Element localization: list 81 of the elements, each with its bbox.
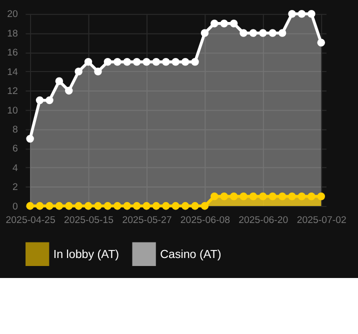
point bbox=[288, 192, 296, 200]
point bbox=[36, 202, 44, 210]
y-tick-label: 0 bbox=[12, 201, 19, 212]
point bbox=[191, 58, 199, 66]
point bbox=[114, 202, 122, 210]
y-tick-label: 2 bbox=[12, 182, 18, 194]
point bbox=[94, 202, 102, 210]
point bbox=[220, 20, 228, 28]
y-tick-label: 4 bbox=[12, 162, 19, 174]
point bbox=[200, 202, 209, 210]
point bbox=[152, 202, 160, 210]
point bbox=[181, 58, 190, 66]
point bbox=[26, 134, 34, 143]
y-tick-label: 14 bbox=[7, 66, 19, 78]
point bbox=[65, 86, 73, 95]
x-tick-label: 2025-04-25 bbox=[6, 214, 56, 226]
point bbox=[268, 192, 277, 200]
point bbox=[84, 202, 92, 210]
point bbox=[298, 10, 306, 18]
y-tick-label: 8 bbox=[12, 124, 18, 136]
point bbox=[230, 20, 238, 28]
point bbox=[142, 58, 150, 66]
point bbox=[191, 202, 199, 210]
point bbox=[74, 68, 82, 76]
point bbox=[152, 58, 160, 66]
x-tick-label: 2025-06-20 bbox=[238, 214, 289, 226]
point bbox=[36, 96, 44, 104]
point bbox=[317, 192, 326, 200]
point bbox=[288, 10, 296, 18]
y-tick-label: 20 bbox=[7, 9, 19, 20]
y-tick-label: 18 bbox=[7, 28, 18, 40]
point bbox=[162, 58, 170, 66]
point bbox=[210, 192, 218, 200]
point bbox=[46, 202, 54, 210]
point bbox=[278, 192, 286, 200]
point bbox=[278, 29, 286, 37]
point bbox=[259, 29, 267, 37]
legend-label: In lobby (AT) bbox=[53, 248, 120, 262]
point bbox=[317, 38, 326, 47]
point bbox=[220, 192, 228, 200]
x-tick-label: 2025-05-15 bbox=[64, 214, 114, 226]
y-tick-label: 10 bbox=[7, 105, 19, 116]
x-tick-label: 2025-07-02 bbox=[296, 214, 346, 226]
point bbox=[249, 29, 258, 37]
point bbox=[259, 192, 267, 200]
point bbox=[172, 58, 180, 66]
point bbox=[298, 192, 306, 200]
point bbox=[308, 10, 316, 18]
point bbox=[268, 29, 277, 37]
point bbox=[104, 202, 112, 210]
point bbox=[55, 77, 64, 85]
point bbox=[65, 202, 73, 210]
point bbox=[142, 202, 150, 210]
y-tick-label: 16 bbox=[7, 48, 18, 59]
point bbox=[200, 29, 209, 37]
point bbox=[132, 58, 141, 66]
point bbox=[123, 202, 131, 210]
point bbox=[84, 58, 92, 66]
point bbox=[308, 192, 316, 200]
point bbox=[162, 202, 170, 210]
point bbox=[114, 58, 122, 66]
y-tick-label: 6 bbox=[12, 144, 18, 155]
point bbox=[210, 20, 218, 28]
point bbox=[26, 202, 34, 210]
point bbox=[74, 202, 82, 210]
legend-label: Casino (AT) bbox=[160, 248, 222, 262]
point bbox=[46, 96, 54, 104]
y-tick-label: 12 bbox=[7, 86, 18, 98]
x-tick-label: 2025-05-27 bbox=[122, 214, 172, 226]
x-tick-label: 2025-06-08 bbox=[180, 214, 230, 226]
point bbox=[172, 202, 180, 210]
point bbox=[123, 58, 131, 66]
point bbox=[181, 202, 190, 210]
point bbox=[249, 192, 258, 200]
point bbox=[240, 29, 248, 37]
point bbox=[104, 58, 112, 66]
point bbox=[240, 192, 248, 200]
point bbox=[230, 192, 238, 200]
point bbox=[55, 202, 64, 210]
point bbox=[94, 68, 102, 76]
point bbox=[132, 202, 141, 210]
